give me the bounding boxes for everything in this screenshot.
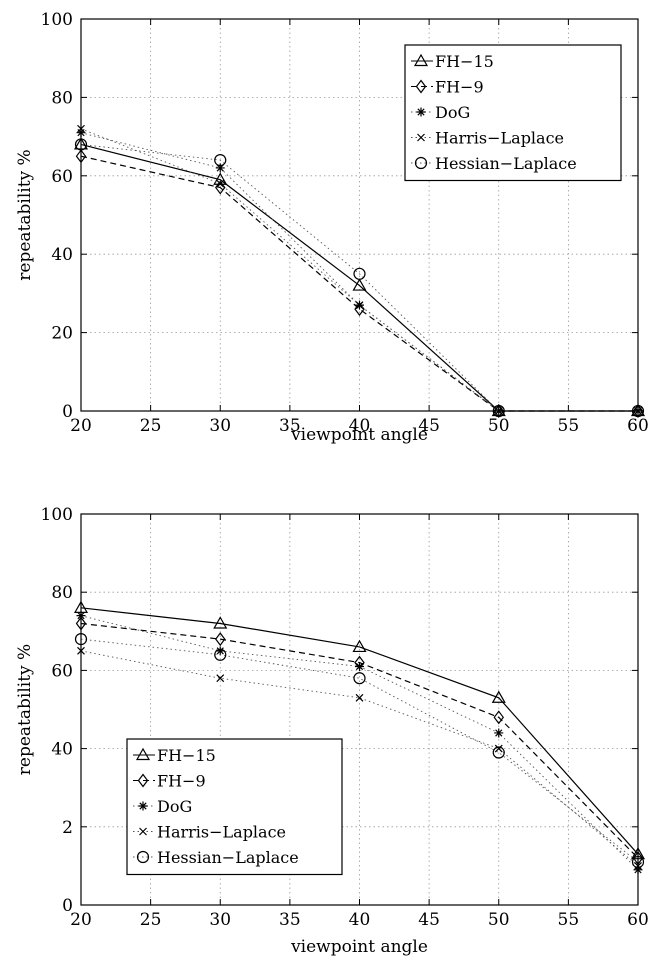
data-point: [215, 180, 226, 195]
legend-entry: Harris−Laplace: [435, 129, 564, 148]
legend-marker: [417, 133, 425, 142]
x-axis-label: viewpoint angle: [290, 937, 428, 957]
y-tick-label: 80: [51, 583, 73, 603]
x-tick-label: 40: [349, 416, 371, 436]
data-point: [216, 674, 225, 683]
legend-entry: Harris−Laplace: [157, 823, 286, 842]
y-tick-label: 40: [51, 245, 73, 265]
data-point: [492, 746, 505, 759]
y-tick-label: 60: [51, 661, 73, 681]
data-point: [216, 179, 225, 188]
legend-entry: DoG: [435, 103, 470, 122]
series-line: [80, 143, 638, 412]
data-point: [355, 661, 364, 671]
series-line: [80, 650, 639, 867]
x-tick-label: 35: [279, 416, 301, 436]
data-point: [355, 693, 364, 702]
data-point: [352, 278, 367, 291]
x-tick-label: 55: [558, 416, 580, 436]
data-point: [215, 632, 226, 647]
legend-entry: FH−9: [157, 772, 206, 791]
x-tick-label: 40: [349, 910, 371, 930]
data-point: [491, 690, 506, 703]
x-tick-label: 50: [488, 910, 510, 930]
legend-box: [404, 44, 622, 182]
x-tick-label: 55: [558, 910, 580, 930]
y-axis-label: repeatability %: [15, 149, 35, 280]
data-point: [214, 648, 227, 661]
legend-marker: [413, 53, 429, 67]
y-tick-label: 100: [41, 505, 73, 525]
x-tick-label: 30: [209, 416, 231, 436]
x-tick-label: 25: [140, 910, 162, 930]
legend-entry: FH−15: [157, 746, 216, 765]
legend-marker: [136, 850, 150, 864]
y-tick-label: 20: [51, 324, 73, 344]
x-tick-label: 20: [70, 910, 92, 930]
data-point: [493, 710, 504, 725]
x-tick-label: 20: [70, 416, 92, 436]
data-point: [213, 616, 228, 629]
data-point: [494, 728, 504, 738]
series-line: [80, 607, 639, 855]
y-axis-label: repeatability %: [15, 644, 35, 775]
x-tick-label: 30: [209, 910, 231, 930]
data-point: [214, 154, 227, 167]
legend-marker: [138, 801, 148, 811]
legend: FH−15 FH−9 DoG Harris−Laplace Hessian−Laplac…: [404, 44, 622, 182]
series-line: [80, 155, 638, 412]
legend-marker: [414, 156, 428, 170]
legend-entry: Hessian−Laplace: [435, 154, 577, 173]
data-point: [353, 267, 366, 280]
y-tick-label: 0: [62, 896, 73, 916]
x-tick-label: 60: [627, 910, 649, 930]
legend-entry: Hessian−Laplace: [157, 848, 299, 867]
legend-marker: [139, 827, 147, 836]
axis-ticks: 20 25 30 35 40 45 50 55 60 0 2 40 60 80 100: [41, 505, 649, 930]
legend-marker: [137, 773, 149, 788]
series-triangle: [73, 600, 646, 860]
series-cross: [77, 646, 642, 870]
data-point: [352, 639, 367, 653]
legend-marker: [415, 79, 427, 94]
y-tick-label: 2: [62, 818, 73, 838]
x-tick-label: 35: [279, 910, 301, 930]
x-tick-label: 50: [488, 416, 510, 436]
legend-entry: FH−15: [435, 52, 494, 71]
x-tick-label: 45: [418, 416, 440, 436]
legend-entry: DoG: [157, 797, 192, 816]
y-tick-label: 100: [41, 10, 73, 30]
chart-top: 20 25 30 35 40 45 50 55 60020406080100viewpoint …: [15, 10, 649, 445]
x-axis-label: viewpoint angle: [290, 425, 428, 445]
data-point: [215, 646, 225, 656]
y-tick-label: 60: [51, 167, 73, 187]
legend-entry: FH−9: [435, 78, 484, 97]
data-point: [494, 744, 503, 753]
legend-box: [126, 738, 343, 876]
y-tick-label: 0: [62, 402, 73, 422]
legend-marker: [416, 107, 426, 117]
legend-marker: [135, 747, 151, 761]
x-tick-label: 25: [140, 416, 162, 436]
data-point: [215, 163, 225, 173]
series-line: [80, 132, 638, 412]
legend: FH−15 FH−9 DoG Harris−Laplace Hessian−Laplac…: [126, 738, 343, 876]
x-tick-label: 45: [418, 910, 440, 930]
grid: [81, 514, 638, 905]
y-tick-label: 80: [51, 88, 73, 108]
data-point: [353, 672, 366, 685]
x-tick-label: 60: [627, 416, 649, 436]
y-tick-label: 40: [51, 740, 73, 760]
data-point: [355, 301, 364, 310]
chart-bottom: 20 25 30 35 40 45 50 55 60 0 2 40 60 80 100 viewpoint a…: [15, 505, 649, 957]
